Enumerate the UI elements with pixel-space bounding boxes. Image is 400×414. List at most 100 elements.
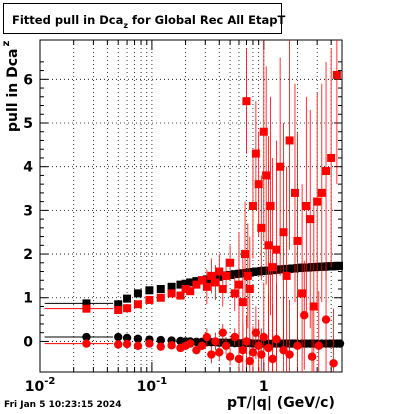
data-point-square	[309, 302, 318, 311]
data-point-circle	[122, 333, 132, 343]
x-tick-label: 1	[259, 379, 269, 395]
data-point-square	[226, 258, 235, 267]
data-point-square	[322, 167, 331, 176]
data-point-square	[298, 289, 307, 298]
data-point-square	[145, 295, 154, 304]
data-point-circle	[245, 356, 255, 366]
data-point-circle	[82, 339, 91, 348]
data-point-square	[257, 223, 266, 232]
data-point-circle	[133, 334, 143, 343]
y-axis-label: pull in Dcaz	[1, 41, 21, 132]
data-point-square	[82, 299, 91, 308]
data-point-square	[238, 298, 247, 307]
data-point-square	[181, 285, 190, 293]
data-point-square	[279, 228, 288, 237]
data-point-square	[202, 282, 211, 291]
data-point-square	[230, 270, 239, 279]
y-tick-label: 5	[23, 116, 33, 132]
data-point-circle	[145, 339, 154, 348]
data-point-square	[176, 280, 185, 289]
title-prefix: Fitted pull in Dca	[12, 13, 124, 27]
data-point-circle	[207, 350, 216, 359]
x-tick-label: 10-2	[25, 376, 56, 395]
data-point-circle	[238, 345, 248, 355]
data-point-square	[82, 304, 91, 313]
data-point-circle	[133, 341, 143, 350]
data-point-square	[332, 70, 341, 79]
plot-frame	[39, 39, 343, 373]
data-point-square	[272, 245, 281, 254]
data-point-circle	[167, 341, 176, 350]
data-point-square	[306, 215, 315, 224]
data-point-circle	[314, 341, 323, 350]
data-point-circle	[259, 332, 268, 342]
data-point-square	[197, 276, 206, 285]
data-point-square	[156, 285, 165, 293]
data-point-circle	[329, 359, 338, 368]
chart-title: Fitted pull in Dcaz for Global Rec All Et…	[12, 13, 286, 30]
data-point-circle	[279, 345, 288, 355]
data-point-circle	[335, 339, 345, 348]
y-label-main: pull in Dca	[5, 48, 21, 132]
y-label-sub: z	[1, 40, 12, 47]
data-point-circle	[82, 332, 91, 342]
data-point-square	[181, 279, 190, 288]
title-suffix: for Global Rec All EtapT	[132, 13, 286, 27]
x-axis-label: pT/|q| (GeV/c)	[227, 395, 335, 411]
data-point-square	[222, 271, 231, 280]
y-tick-label: 2	[23, 247, 33, 263]
data-point-square	[215, 267, 224, 276]
data-point-circle	[234, 354, 244, 364]
data-point-circle	[254, 341, 263, 350]
data-point-square	[251, 149, 260, 158]
data-point-circle	[211, 337, 220, 346]
data-point-square	[207, 271, 216, 280]
data-point-square	[242, 97, 251, 106]
data-point-circle	[156, 342, 165, 351]
data-point-circle	[285, 350, 294, 359]
y-tick-label: 3	[23, 203, 33, 219]
data-point-circle	[251, 328, 261, 337]
data-point-square	[114, 305, 123, 314]
data-point-square	[145, 286, 154, 295]
data-point-square	[167, 282, 176, 291]
data-point-square	[293, 236, 302, 245]
y-tick-label: 6	[23, 72, 33, 88]
data-point-square	[245, 285, 254, 293]
data-point-square	[176, 291, 185, 300]
data-point-circle	[264, 343, 273, 353]
data-point-square	[241, 250, 250, 259]
data-point-square	[290, 188, 299, 197]
data-point-circle	[321, 315, 331, 324]
data-point-circle	[218, 328, 227, 337]
data-point-circle	[307, 352, 317, 361]
data-point-square	[334, 261, 343, 270]
data-point-circle	[202, 332, 212, 342]
data-point-square	[276, 162, 285, 171]
data-point-square	[313, 197, 322, 206]
y-tick-label: 4	[23, 160, 33, 176]
data-point-circle	[122, 339, 132, 349]
data-point-circle	[242, 337, 251, 346]
data-point-circle	[248, 348, 258, 357]
data-point-circle	[186, 339, 195, 348]
data-point-square	[259, 266, 268, 275]
data-point-circle	[225, 352, 235, 361]
data-point-square	[218, 285, 227, 293]
data-point-square	[264, 241, 273, 250]
data-point-square	[123, 304, 132, 313]
data-point-square	[259, 127, 268, 136]
data-point-square	[133, 300, 142, 309]
title-box: Fitted pull in Dcaz for Global Rec All Et…	[3, 3, 286, 34]
data-point-circle	[221, 341, 231, 350]
data-point-square	[234, 280, 243, 289]
data-point-circle	[114, 340, 123, 349]
data-point-circle	[293, 341, 302, 350]
data-point-square	[268, 263, 277, 272]
data-point-square	[156, 293, 165, 302]
data-point-circle	[272, 335, 281, 344]
data-point-square	[317, 188, 326, 197]
data-point-square	[243, 271, 252, 280]
